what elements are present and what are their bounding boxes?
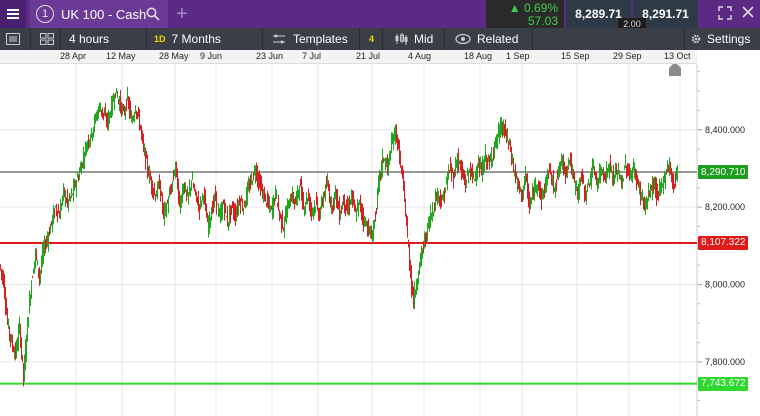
range-label: 7 Months	[171, 32, 221, 46]
price-type-label: Mid	[414, 32, 434, 46]
x-tick-label: 15 Sep	[561, 51, 590, 61]
change-absolute: 57.03	[527, 14, 558, 28]
candles	[0, 86, 678, 387]
price-chart[interactable]: 7,800.000 8,000.000 8,200.000 8,400.000	[0, 64, 760, 416]
list-icon	[6, 33, 20, 45]
gear-icon	[691, 34, 701, 44]
grid-layout-icon	[40, 33, 54, 45]
y-tick-label: 8,000.000	[705, 279, 745, 289]
list-view-button[interactable]	[6, 28, 20, 50]
indicators-badge[interactable]: 4	[369, 28, 374, 50]
x-tick-label: 28 May	[159, 51, 189, 61]
x-tick-label: 29 Sep	[613, 51, 642, 61]
x-tick-label: 1 Sep	[506, 51, 530, 61]
price-type-selector[interactable]: Mid	[394, 28, 433, 50]
x-tick-label: 12 May	[106, 51, 136, 61]
price-level-tag: 8,290.710	[698, 165, 748, 180]
x-tick-label: 7 Jul	[302, 51, 322, 61]
x-tick-label: 28 Apr	[60, 51, 87, 61]
related-label: Related	[477, 32, 519, 46]
price-scale-header	[697, 50, 760, 64]
templates-label: Templates	[293, 32, 348, 46]
date-axis: 28 Apr 12 May 28 May 9 Jun 23 Jun 7 Jul 21 Jul…	[0, 50, 697, 64]
sell-price-button[interactable]: 8,289.71	[566, 0, 631, 28]
interval-selector[interactable]: 4 hours	[69, 32, 110, 46]
templates-icon	[273, 34, 285, 44]
hamburger-icon	[7, 9, 19, 19]
range-selector[interactable]: 1D 7 Months	[154, 28, 221, 50]
price-level-tag: 8,107.322	[698, 235, 748, 250]
price-level-tag: 7,743.672	[698, 376, 748, 391]
x-tick-label: 4 Aug	[408, 51, 432, 61]
y-tick-label: 8,200.000	[705, 202, 745, 212]
x-tick-label: 21 Jul	[356, 51, 381, 61]
templates-button[interactable]: Templates	[272, 28, 348, 50]
range-badge: 1D	[154, 34, 166, 44]
menu-button[interactable]	[0, 0, 26, 28]
search-icon[interactable]	[146, 7, 160, 21]
indicators-count: 4	[369, 34, 375, 44]
expand-icon[interactable]	[718, 6, 732, 20]
candles-icon	[395, 33, 408, 45]
instrument-tab[interactable]: 1 UK 100 - Cash	[30, 0, 168, 28]
x-tick-label: 18 Aug	[464, 51, 493, 61]
y-tick-label: 8,400.000	[705, 125, 745, 135]
related-button[interactable]: Related	[455, 28, 518, 50]
x-tick-label: 9 Jun	[200, 51, 223, 61]
x-tick-label: 13 Oct	[664, 51, 691, 61]
instrument-title: UK 100 - Cash	[61, 6, 147, 22]
chart-toolbar: 4 hours 1D 7 Months Templates 4 Mid Rela…	[0, 28, 760, 50]
add-tab-icon[interactable]: +	[176, 3, 188, 25]
event-marker-icon	[669, 64, 681, 76]
price-change: ▲ 0.69% 57.03	[486, 0, 564, 28]
spread-badge: 2.00	[618, 18, 646, 29]
settings-label: Settings	[707, 32, 751, 46]
close-icon[interactable]	[742, 6, 754, 18]
top-bar: 1 UK 100 - Cash + ▲ 0.69% 57.03 8,289.71…	[0, 0, 760, 29]
settings-button[interactable]: Settings	[690, 28, 750, 50]
layout-button[interactable]	[40, 28, 54, 50]
y-tick-label: 7,800.000	[705, 357, 745, 367]
x-tick-label: 23 Jun	[256, 51, 284, 61]
eye-icon	[455, 33, 471, 45]
tab-number: 1	[36, 5, 54, 23]
change-percent: ▲ 0.69%	[508, 1, 558, 15]
